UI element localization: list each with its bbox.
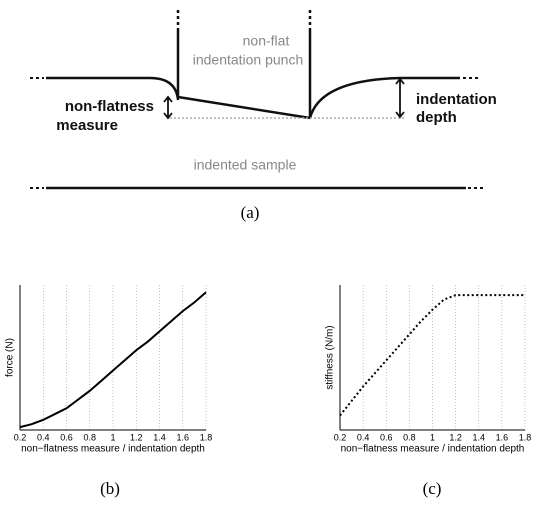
x-tick-label: 0.2 <box>334 432 347 442</box>
data-line <box>19 291 207 429</box>
x-tick-label: 1 <box>110 432 115 442</box>
label: measure <box>56 117 118 134</box>
x-tick-label: 0.2 <box>14 432 27 442</box>
label: indented sample <box>194 157 297 173</box>
x-tick-label: 1.2 <box>449 432 462 442</box>
label: depth <box>416 109 457 126</box>
label: indentation <box>416 91 497 108</box>
caption: (c) <box>423 479 442 498</box>
label: non-flatness <box>65 98 154 115</box>
caption: (a) <box>241 203 260 222</box>
x-tick-label: 1.6 <box>496 432 509 442</box>
x-tick-label: 1.4 <box>472 432 485 442</box>
x-tick-label: 0.4 <box>357 432 370 442</box>
surface-left <box>46 76 180 101</box>
diagram <box>30 10 484 190</box>
caption: (b) <box>100 479 120 498</box>
x-tick-label: 1.8 <box>200 432 213 442</box>
x-tick-label: 0.4 <box>37 432 50 442</box>
x-axis-label: non−flatness measure / indentation depth <box>21 444 205 455</box>
label: indentation punch <box>193 52 304 68</box>
x-tick-label: 1.8 <box>519 432 532 442</box>
data-line <box>339 294 525 417</box>
x-tick-label: 0.6 <box>380 432 393 442</box>
label: non-flat <box>243 33 290 49</box>
x-tick-label: 1.4 <box>153 432 166 442</box>
arrow <box>163 95 173 120</box>
surface-right <box>308 76 460 119</box>
y-axis-label: force (N) <box>5 338 16 377</box>
x-tick-label: 0.8 <box>403 432 416 442</box>
x-tick-label: 0.6 <box>60 432 73 442</box>
x-axis-label: non−flatness measure / indentation depth <box>341 444 525 455</box>
x-tick-label: 1 <box>430 432 435 442</box>
arrow <box>395 77 405 119</box>
punch-bottom <box>177 95 311 120</box>
x-tick-label: 1.6 <box>176 432 189 442</box>
x-tick-label: 1.2 <box>130 432 143 442</box>
y-axis-label: stiffness (N/m) <box>325 325 336 389</box>
x-tick-label: 0.8 <box>83 432 96 442</box>
